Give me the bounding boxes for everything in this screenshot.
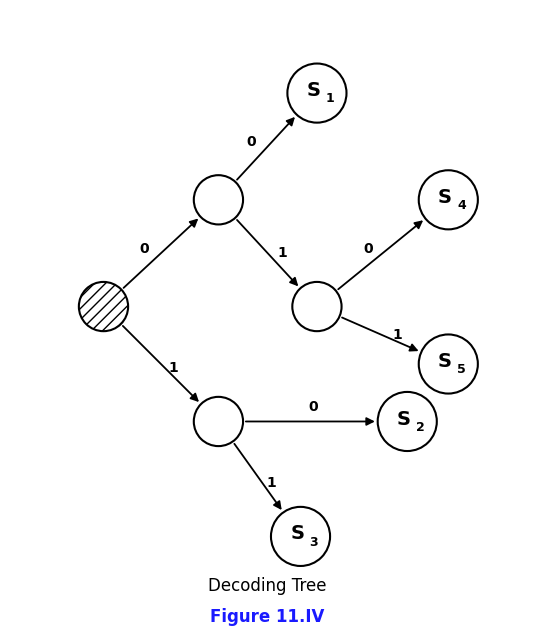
Text: 1: 1 — [393, 328, 402, 342]
Circle shape — [79, 282, 128, 331]
Text: 5: 5 — [457, 364, 466, 376]
Text: 2: 2 — [416, 421, 425, 434]
Text: S: S — [438, 352, 452, 371]
Text: Decoding Tree: Decoding Tree — [208, 577, 327, 594]
Text: Figure 11.IV: Figure 11.IV — [211, 608, 325, 626]
Text: 4: 4 — [457, 199, 466, 212]
Text: 1: 1 — [169, 361, 178, 375]
Text: 0: 0 — [246, 135, 256, 149]
Circle shape — [419, 335, 478, 394]
Circle shape — [292, 282, 342, 331]
Circle shape — [377, 392, 437, 451]
Text: 1: 1 — [278, 246, 287, 260]
Circle shape — [194, 397, 243, 446]
Text: S: S — [290, 525, 304, 543]
Text: S: S — [438, 188, 452, 207]
Circle shape — [287, 64, 347, 123]
Text: 0: 0 — [308, 399, 318, 414]
Text: S: S — [307, 81, 321, 100]
Text: 3: 3 — [309, 536, 318, 548]
Text: S: S — [397, 409, 411, 428]
Circle shape — [271, 507, 330, 566]
Text: 1: 1 — [267, 476, 277, 490]
Circle shape — [194, 175, 243, 225]
Circle shape — [419, 170, 478, 230]
Text: 0: 0 — [140, 242, 150, 256]
Text: 0: 0 — [363, 242, 372, 256]
Text: 1: 1 — [326, 92, 334, 105]
